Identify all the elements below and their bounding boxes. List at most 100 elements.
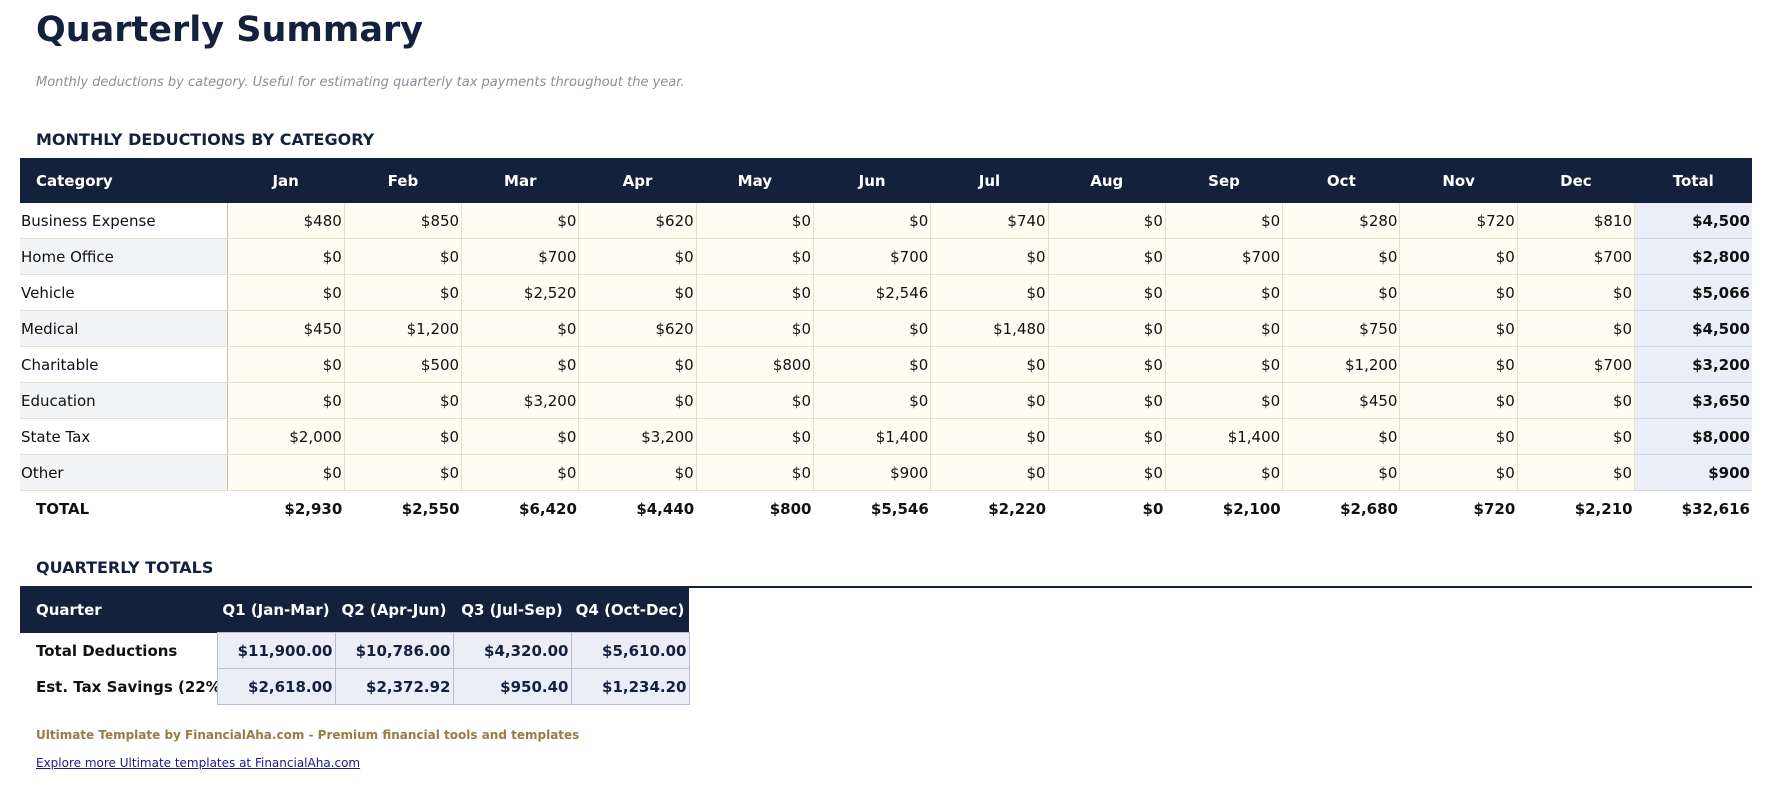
cell: $700	[1165, 238, 1284, 275]
cell: $810	[1517, 203, 1636, 239]
cell: $0	[1048, 454, 1166, 491]
total-cell: $5,546	[813, 490, 931, 527]
column-header: Jul	[930, 158, 1049, 203]
row: Business Expense $480 $850 $0 $620 $0 $0 $740 $0…	[20, 203, 1752, 239]
cell: $0	[461, 418, 580, 455]
cell: $0	[930, 238, 1049, 275]
cell: $0	[1165, 454, 1284, 491]
cell: $0	[1282, 454, 1401, 491]
total-cell: $720	[1399, 490, 1518, 527]
cell: $900	[813, 454, 932, 491]
cell: $1,234.20	[570, 668, 690, 705]
row: Other $0 $0 $0 $0 $0 $900 $0 $0 $0 $0 $0 $0 $900	[20, 454, 1752, 491]
cell: $4,500	[1634, 203, 1752, 239]
total-cell: $2,210	[1517, 490, 1635, 527]
total-cell: $2,930	[227, 490, 345, 527]
cell: $1,400	[813, 418, 932, 455]
cell: $0	[813, 203, 932, 239]
cell: $3,200	[578, 418, 697, 455]
column-header: Total	[1634, 158, 1752, 203]
cell: $0	[1399, 454, 1518, 491]
total-cell: $32,616	[1634, 490, 1752, 527]
cell: $0	[930, 418, 1049, 455]
cell: $0	[1048, 274, 1166, 311]
row-label: Total Deductions	[36, 641, 178, 660]
cell: $0	[1165, 382, 1284, 419]
row-label: Charitable	[20, 346, 228, 383]
header-row: Quarter Q1 (Jan-Mar) Q2 (Apr-Jun) Q3 (Jul-S…	[20, 587, 689, 633]
total-cell: $0	[1048, 490, 1166, 527]
row: Est. Tax Savings (22%) $2,618.00 $2,372.92…	[20, 668, 690, 705]
cell: $0	[696, 418, 815, 455]
cell: $450	[1282, 382, 1401, 419]
cell: $0	[1517, 454, 1636, 491]
cell: $0	[227, 274, 345, 311]
cell: $800	[696, 346, 815, 383]
row-label: Est. Tax Savings (22%)	[36, 677, 217, 696]
column-header: Feb	[344, 158, 462, 203]
column-header: Oct	[1282, 158, 1400, 203]
cell: $0	[1165, 310, 1284, 347]
cell: $0	[344, 274, 463, 311]
column-header: Quarter	[20, 587, 217, 633]
cell: $700	[461, 238, 580, 275]
column-header: Nov	[1399, 158, 1518, 203]
cell: $0	[1399, 382, 1518, 419]
header-row: Category Jan Feb Mar Apr May Jun Jul Aug Sep Oct No…	[20, 158, 1752, 203]
cell: $750	[1282, 310, 1401, 347]
cell: $0	[578, 454, 697, 491]
cell: $2,546	[813, 274, 932, 311]
cell: $2,000	[227, 418, 345, 455]
cell: $0	[1048, 346, 1166, 383]
column-header: Q2 (Apr-Jun)	[335, 587, 453, 633]
cell: $2,618.00	[216, 668, 336, 705]
cell: $0	[578, 238, 697, 275]
cell: $0	[1517, 418, 1636, 455]
row: Home Office $0 $0 $700 $0 $0 $700 $0 $0 $700 $0 $0 $…	[20, 238, 1752, 275]
total-cell: $2,680	[1282, 490, 1400, 527]
cell: $2,520	[461, 274, 580, 311]
row-label: State Tax	[20, 418, 228, 455]
cell: $2,800	[1634, 238, 1752, 275]
row: Charitable $0 $500 $0 $0 $800 $0 $0 $0 $0 $1,200 $0…	[20, 346, 1752, 383]
cell: $0	[227, 382, 345, 419]
cell: $1,400	[1165, 418, 1284, 455]
column-header: Q1 (Jan-Mar)	[217, 587, 335, 633]
column-header: Category	[20, 158, 228, 203]
quarterly-table: Quarter Q1 (Jan-Mar) Q2 (Apr-Jun) Q3 (Jul-S…	[20, 587, 690, 705]
cell: $0	[461, 203, 580, 239]
column-header: Q4 (Oct-Dec)	[571, 587, 689, 633]
cell: $4,500	[1634, 310, 1752, 347]
cell: $4,320.00	[452, 632, 572, 669]
cell: $0	[930, 346, 1049, 383]
cell: $850	[344, 203, 463, 239]
row: Education $0 $0 $3,200 $0 $0 $0 $0 $0 $0 $450 $0 $0 $…	[20, 382, 1752, 419]
cell: $700	[1517, 346, 1636, 383]
row-label: TOTAL	[20, 490, 228, 527]
cell: $0	[696, 238, 815, 275]
column-header: Sep	[1165, 158, 1283, 203]
row-label: Medical	[20, 310, 228, 347]
cell: $1,200	[344, 310, 463, 347]
cell: $480	[227, 203, 345, 239]
cell: $620	[578, 310, 697, 347]
cell: $0	[344, 238, 463, 275]
cell: $5,066	[1634, 274, 1752, 311]
cell: $0	[578, 382, 697, 419]
cell: $0	[1517, 382, 1636, 419]
row-label: Home Office	[20, 238, 228, 275]
cell: $0	[1399, 346, 1518, 383]
cell: $0	[696, 203, 815, 239]
total-row: TOTAL $2,930 $2,550 $6,420 $4,440 $800 $5,546 $…	[20, 490, 1752, 527]
link[interactable]: Explore more Ultimate templates at Finan…	[36, 756, 361, 770]
cell: $500	[344, 346, 463, 383]
row: Total Deductions $11,900.00 $10,786.00 $4,3…	[20, 632, 690, 669]
cell: $0	[930, 274, 1049, 311]
total-cell: $2,220	[930, 490, 1049, 527]
title: Quarterly Summary	[36, 10, 424, 50]
cell: $0	[696, 310, 815, 347]
column-header: Mar	[461, 158, 579, 203]
cell: $0	[461, 454, 580, 491]
cell: $11,900.00	[216, 632, 336, 669]
